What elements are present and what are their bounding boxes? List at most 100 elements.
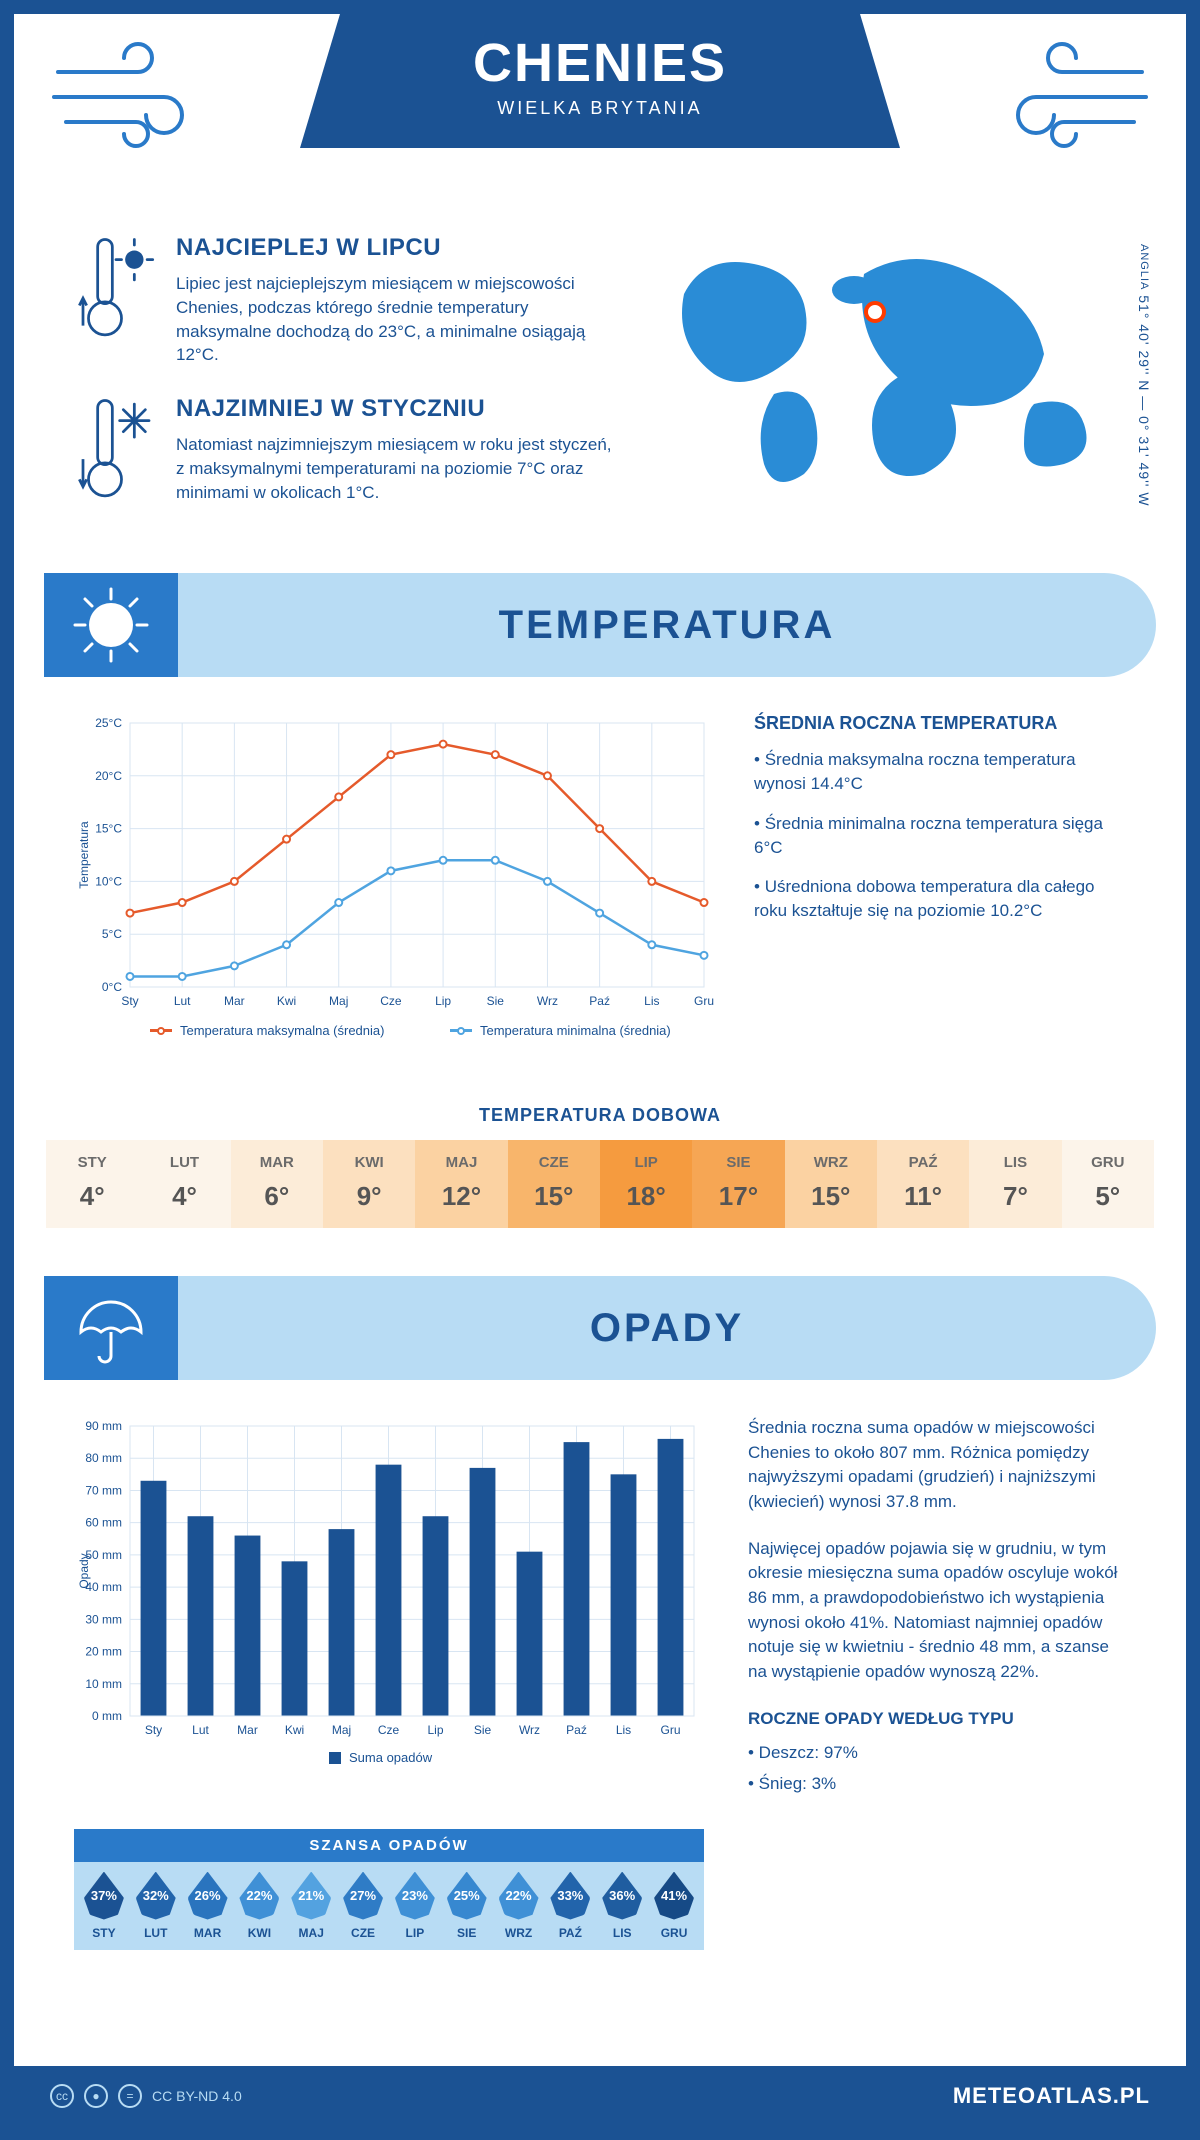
annual-temp-item: Średnia maksymalna roczna temperatura wy… — [754, 748, 1126, 796]
wind-icon — [1002, 42, 1152, 152]
nd-icon: = — [118, 2084, 142, 2108]
chance-month: KWI — [233, 1926, 285, 1940]
hot-block: NAJCIEPLEJ W LIPCU Lipiec jest najcieple… — [74, 234, 614, 367]
drop-icon: 26% — [188, 1872, 228, 1920]
svg-text:Kwi: Kwi — [277, 994, 296, 1008]
chance-month: SIE — [441, 1926, 493, 1940]
cold-text: NAJZIMNIEJ W STYCZNIU Natomiast najzimni… — [176, 395, 614, 505]
daily-month: LIS — [969, 1154, 1061, 1171]
coords: ANGLIA 51° 40' 29'' N — 0° 31' 49'' W — [1136, 244, 1152, 507]
svg-text:30 mm: 30 mm — [85, 1613, 122, 1627]
daily-value: 18° — [600, 1181, 692, 1212]
daily-cell: MAR6° — [231, 1140, 323, 1228]
svg-text:Lip: Lip — [427, 1723, 443, 1737]
chance-month: MAR — [182, 1926, 234, 1940]
drop-icon: 22% — [499, 1872, 539, 1920]
info-row: NAJCIEPLEJ W LIPCU Lipiec jest najcieple… — [14, 214, 1186, 563]
chance-month: PAŹ — [544, 1926, 596, 1940]
drop-icon: 36% — [602, 1872, 642, 1920]
daily-month: STY — [46, 1154, 138, 1171]
svg-text:Lut: Lut — [174, 994, 191, 1008]
svg-text:Sie: Sie — [487, 994, 505, 1008]
svg-text:10 mm: 10 mm — [85, 1677, 122, 1691]
rain-chance-row: 37%STY32%LUT26%MAR22%KWI21%MAJ27%CZE23%L… — [74, 1862, 704, 1950]
svg-text:10°C: 10°C — [95, 875, 122, 889]
daily-cell: LUT4° — [138, 1140, 230, 1228]
chance-drop: 37%STY — [78, 1872, 130, 1940]
svg-text:Lip: Lip — [435, 994, 451, 1008]
svg-text:Suma opadów: Suma opadów — [349, 1750, 433, 1765]
chance-month: CZE — [337, 1926, 389, 1940]
svg-text:Cze: Cze — [380, 994, 402, 1008]
svg-text:Sty: Sty — [121, 994, 138, 1008]
daily-cell: MAJ 12° — [415, 1140, 507, 1228]
chance-drop: 25%SIE — [441, 1872, 493, 1940]
umbrella-icon — [44, 1276, 178, 1380]
chance-drop: 41%GRU — [648, 1872, 700, 1940]
chance-month: GRU — [648, 1926, 700, 1940]
sun-icon — [44, 573, 178, 677]
title-ribbon: CHENIES WIELKA BRYTANIA — [340, 14, 860, 148]
daily-cell: LIP 18° — [600, 1140, 692, 1228]
daily-month: KWI — [323, 1154, 415, 1171]
svg-text:0 mm: 0 mm — [92, 1709, 122, 1723]
svg-text:Maj: Maj — [332, 1723, 351, 1737]
daily-month: CZE — [508, 1154, 600, 1171]
svg-text:Lis: Lis — [616, 1723, 631, 1737]
daily-value: 12° — [415, 1181, 507, 1212]
rain-type-title: ROCZNE OPADY WEDŁUG TYPU — [748, 1707, 1126, 1732]
world-map-icon — [654, 234, 1134, 494]
info-left: NAJCIEPLEJ W LIPCU Lipiec jest najcieple… — [74, 234, 614, 533]
daily-temp-title: TEMPERATURA DOBOWA — [14, 1105, 1186, 1126]
chance-drop: 36%LIS — [596, 1872, 648, 1940]
rain-side-text: Średnia roczna suma opadów w miejscowośc… — [748, 1416, 1126, 1802]
svg-text:Lut: Lut — [192, 1723, 209, 1737]
hot-title: NAJCIEPLEJ W LIPCU — [176, 234, 614, 262]
site-name: METEOATLAS.PL — [953, 2083, 1150, 2109]
thermometer-hot-icon — [74, 234, 158, 344]
drop-icon: 23% — [395, 1872, 435, 1920]
rain-p1: Średnia roczna suma opadów w miejscowośc… — [748, 1416, 1126, 1515]
chance-month: STY — [78, 1926, 130, 1940]
chance-drop: 26% MAR — [182, 1872, 234, 1940]
drop-icon: 22% — [239, 1872, 279, 1920]
hot-text: NAJCIEPLEJ W LIPCU Lipiec jest najcieple… — [176, 234, 614, 367]
rain-section-banner: OPADY — [44, 1276, 1156, 1380]
daily-value: 9° — [323, 1181, 415, 1212]
daily-month: LIP — [600, 1154, 692, 1171]
daily-cell: GRU5° — [1062, 1140, 1154, 1228]
daily-value: 7° — [969, 1181, 1061, 1212]
daily-temp-table: STY4°LUT4°MAR6°KWI9°MAJ12°CZE15°LIP18°SI… — [46, 1140, 1154, 1228]
svg-text:15°C: 15°C — [95, 822, 122, 836]
chance-month: WRZ — [493, 1926, 545, 1940]
svg-text:Kwi: Kwi — [285, 1723, 304, 1737]
coords-region: ANGLIA — [1138, 244, 1150, 290]
svg-text:Mar: Mar — [237, 1723, 258, 1737]
drop-icon: 21% — [291, 1872, 331, 1920]
map-pin — [864, 301, 886, 323]
rain-chance: SZANSA OPADÓW 37%STY32%LUT26%MAR22%KWI21… — [74, 1829, 704, 1950]
rain-section-title: OPADY — [178, 1306, 1156, 1351]
svg-text:Gru: Gru — [694, 994, 714, 1008]
svg-text:Sty: Sty — [145, 1723, 162, 1737]
svg-text:Gru: Gru — [660, 1723, 680, 1737]
daily-value: 4° — [46, 1181, 138, 1212]
svg-text:Temperatura maksymalna (średni: Temperatura maksymalna (średnia) — [180, 1023, 384, 1038]
svg-text:Maj: Maj — [329, 994, 348, 1008]
cold-desc: Natomiast najzimniejszym miesiącem w rok… — [176, 433, 614, 504]
annual-temp-item: Średnia minimalna roczna temperatura się… — [754, 812, 1126, 860]
temp-section-banner: TEMPERATURA — [44, 573, 1156, 677]
rain-type-item: • Deszcz: 97% — [748, 1741, 1126, 1766]
daily-value: 15° — [785, 1181, 877, 1212]
annual-temp: ŚREDNIA ROCZNA TEMPERATURA Średnia maksy… — [754, 713, 1126, 1053]
hot-desc: Lipiec jest najcieplejszym miesiącem w m… — [176, 272, 614, 367]
rain-chance-title: SZANSA OPADÓW — [74, 1829, 704, 1862]
cold-block: NAJZIMNIEJ W STYCZNIU Natomiast najzimni… — [74, 395, 614, 505]
temp-area: 0°C5°C10°C15°C20°C25°CStyLutMarKwiMajCze… — [14, 713, 1186, 1073]
chance-drop: 22% WRZ — [493, 1872, 545, 1940]
header: CHENIES WIELKA BRYTANIA — [14, 14, 1186, 214]
daily-value: 17° — [692, 1181, 784, 1212]
annual-temp-list: Średnia maksymalna roczna temperatura wy… — [754, 748, 1126, 923]
svg-text:Lis: Lis — [644, 994, 659, 1008]
daily-month: MAJ — [415, 1154, 507, 1171]
